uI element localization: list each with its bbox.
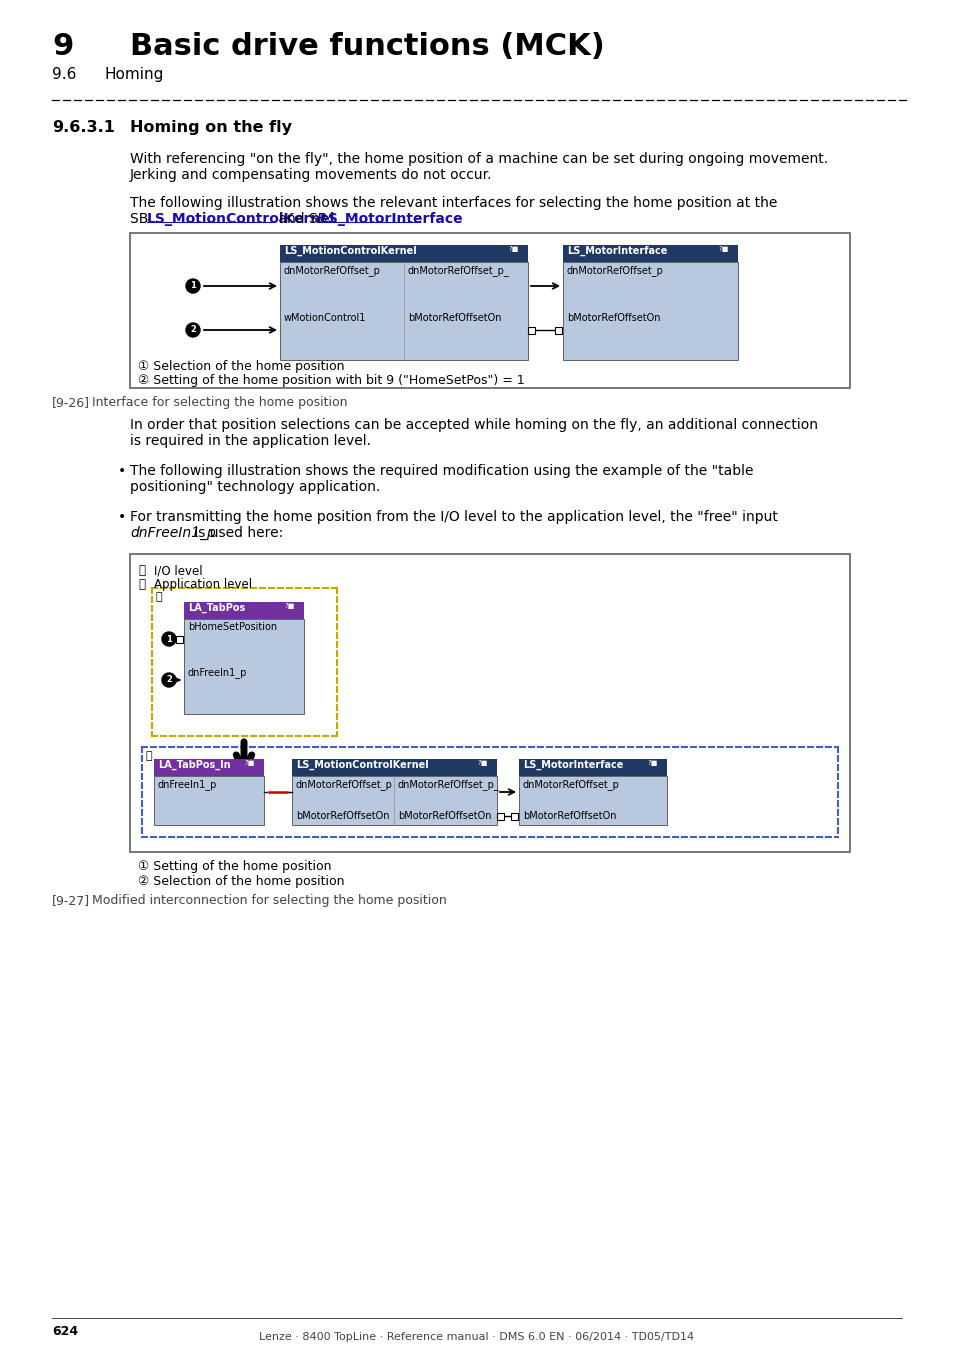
Bar <box>184 602 304 620</box>
Bar <box>555 327 562 333</box>
Text: 9.6: 9.6 <box>52 68 76 82</box>
Bar <box>280 262 527 360</box>
Text: Modified interconnection for selecting the home position: Modified interconnection for selecting t… <box>91 894 446 907</box>
Bar <box>562 244 738 262</box>
Bar <box>176 636 183 643</box>
Text: ?■: ?■ <box>646 760 657 765</box>
Text: :: : <box>417 212 421 225</box>
Text: ?■: ?■ <box>718 246 727 252</box>
Text: Lenze · 8400 TopLine · Reference manual · DMS 6.0 EN · 06/2014 · TD05/TD14: Lenze · 8400 TopLine · Reference manual … <box>259 1332 694 1342</box>
Text: wMotionControl1: wMotionControl1 <box>284 313 366 323</box>
Text: positioning" technology application.: positioning" technology application. <box>130 481 380 494</box>
Text: Ⓐ: Ⓐ <box>156 593 162 602</box>
Text: SB: SB <box>130 212 152 225</box>
Text: bMotorRefOffsetOn: bMotorRefOffsetOn <box>566 313 659 323</box>
Text: The following illustration shows the relevant interfaces for selecting the home : The following illustration shows the rel… <box>130 196 777 211</box>
Text: LS_MotionControlKernel: LS_MotionControlKernel <box>284 246 416 256</box>
Text: ?■: ?■ <box>507 246 517 252</box>
Text: 1: 1 <box>166 634 172 644</box>
Text: ?■: ?■ <box>244 760 254 765</box>
Text: is required in the application level.: is required in the application level. <box>130 433 371 448</box>
Bar <box>528 327 535 333</box>
Circle shape <box>162 632 175 647</box>
Bar <box>130 554 849 852</box>
Text: LS_MotorInterface: LS_MotorInterface <box>566 246 667 256</box>
Text: bMotorRefOffsetOn: bMotorRefOffsetOn <box>408 313 501 323</box>
Text: dnFreeIn1_p: dnFreeIn1_p <box>130 526 215 540</box>
Text: Ⓑ: Ⓑ <box>146 751 152 761</box>
Circle shape <box>186 279 200 293</box>
Text: LS_MotionControlKernel: LS_MotionControlKernel <box>147 212 335 225</box>
Text: is used here:: is used here: <box>191 526 283 540</box>
Text: dnFreeIn1_p: dnFreeIn1_p <box>158 779 217 790</box>
Text: ?■: ?■ <box>476 760 487 765</box>
Text: bHomeSetPosition: bHomeSetPosition <box>188 622 276 632</box>
Text: ② Setting of the home position with bit 9 ("HomeSetPos") = 1: ② Setting of the home position with bit … <box>138 374 524 387</box>
Text: dnMotorRefOffset_p_: dnMotorRefOffset_p_ <box>408 265 509 275</box>
Text: [9-26]: [9-26] <box>52 396 90 409</box>
Bar <box>130 234 849 387</box>
Text: 2: 2 <box>166 675 172 684</box>
Text: bMotorRefOffsetOn: bMotorRefOffsetOn <box>522 811 616 821</box>
Text: ?■: ?■ <box>284 603 294 609</box>
Text: bMotorRefOffsetOn: bMotorRefOffsetOn <box>397 811 491 821</box>
Circle shape <box>269 783 287 801</box>
Bar <box>292 776 497 825</box>
Text: LA_TabPos: LA_TabPos <box>188 603 245 613</box>
Bar <box>153 776 264 825</box>
Text: 9: 9 <box>52 32 73 61</box>
Text: Ⓐ: Ⓐ <box>138 564 145 576</box>
Text: Basic drive functions (MCK): Basic drive functions (MCK) <box>130 32 604 61</box>
Text: ① Setting of the home position: ① Setting of the home position <box>138 860 331 873</box>
Text: bMotorRefOffsetOn: bMotorRefOffsetOn <box>295 811 389 821</box>
Text: •: • <box>118 464 126 478</box>
Text: For transmitting the home position from the I/O level to the application level, : For transmitting the home position from … <box>130 510 777 524</box>
Text: 1: 1 <box>190 282 195 290</box>
Text: 624: 624 <box>52 1324 78 1338</box>
Text: Homing on the fly: Homing on the fly <box>130 120 292 135</box>
Text: LS_MotorInterface: LS_MotorInterface <box>319 212 463 225</box>
Text: 2: 2 <box>190 325 195 335</box>
Text: Jerking and compensating movements do not occur.: Jerking and compensating movements do no… <box>130 167 492 182</box>
Text: I/O level: I/O level <box>153 564 202 576</box>
Bar <box>280 244 527 262</box>
Text: dnMotorRefOffset_p: dnMotorRefOffset_p <box>566 265 663 275</box>
Text: LS_MotorInterface: LS_MotorInterface <box>522 760 622 771</box>
Text: ① Selection of the home position: ① Selection of the home position <box>138 360 344 373</box>
Text: Application level: Application level <box>153 578 252 591</box>
Circle shape <box>186 323 200 338</box>
Text: Ⓑ: Ⓑ <box>138 578 145 591</box>
Bar <box>511 813 518 819</box>
Bar <box>518 759 666 776</box>
Text: ② Selection of the home position: ② Selection of the home position <box>138 875 344 888</box>
Bar <box>292 759 497 776</box>
Text: [9-27]: [9-27] <box>52 894 90 907</box>
Text: and SB: and SB <box>274 212 331 225</box>
Text: dnMotorRefOffset_p: dnMotorRefOffset_p <box>284 265 380 275</box>
Text: dnMotorRefOffset_p_: dnMotorRefOffset_p_ <box>397 779 499 790</box>
Bar <box>518 776 666 825</box>
Bar <box>497 813 504 819</box>
Text: Homing: Homing <box>105 68 164 82</box>
Text: •: • <box>118 510 126 524</box>
Text: In order that position selections can be accepted while homing on the fly, an ad: In order that position selections can be… <box>130 418 817 432</box>
Text: dnFreeIn1_p: dnFreeIn1_p <box>188 667 247 678</box>
Text: With referencing "on the fly", the home position of a machine can be set during : With referencing "on the fly", the home … <box>130 153 827 166</box>
Text: Interface for selecting the home position: Interface for selecting the home positio… <box>91 396 347 409</box>
Bar <box>153 759 264 776</box>
Bar <box>184 620 304 714</box>
Text: The following illustration shows the required modification using the example of : The following illustration shows the req… <box>130 464 753 478</box>
Text: dnMotorRefOffset_p: dnMotorRefOffset_p <box>295 779 393 790</box>
Text: dnMotorRefOffset_p: dnMotorRefOffset_p <box>522 779 619 790</box>
Text: 9.6.3.1: 9.6.3.1 <box>52 120 114 135</box>
Text: LS_MotionControlKernel: LS_MotionControlKernel <box>295 760 428 771</box>
Text: LA_TabPos_In: LA_TabPos_In <box>158 760 231 771</box>
Bar <box>562 262 738 360</box>
Circle shape <box>162 674 175 687</box>
